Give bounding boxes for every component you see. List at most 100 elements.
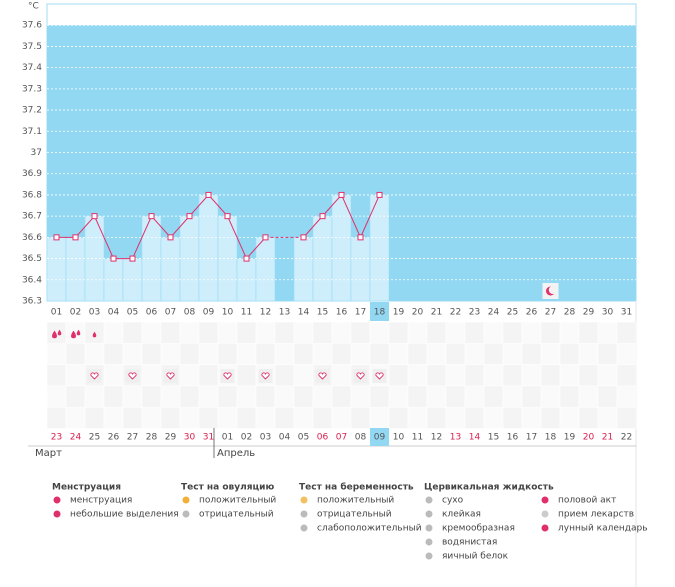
row-cell bbox=[369, 321, 390, 344]
row-cell bbox=[426, 406, 447, 429]
row-cell bbox=[236, 321, 257, 344]
date-label: 01 bbox=[222, 433, 233, 443]
row-cell bbox=[122, 385, 143, 408]
row-cell bbox=[312, 343, 333, 365]
row-cell bbox=[141, 321, 162, 344]
row-cell bbox=[464, 385, 485, 408]
row-cell bbox=[426, 364, 447, 387]
bar bbox=[160, 237, 181, 302]
legend-icon bbox=[425, 510, 433, 518]
legend-title: Цервикальная жидкость bbox=[424, 483, 554, 493]
date-label: 02 bbox=[241, 433, 252, 443]
date-label: 25 bbox=[89, 433, 100, 443]
row-cell bbox=[388, 321, 409, 344]
y-tick-label: 37.2 bbox=[22, 106, 42, 116]
row-cell bbox=[540, 385, 561, 408]
row-cell bbox=[597, 364, 618, 387]
x-tick-label: 04 bbox=[108, 308, 120, 318]
row-cell bbox=[616, 343, 637, 365]
intercourse-icon bbox=[356, 372, 365, 380]
row-cell bbox=[65, 321, 86, 344]
row-cell bbox=[46, 406, 67, 429]
legend-item: небольшие выделения bbox=[70, 510, 179, 520]
date-label: 18 bbox=[545, 433, 557, 443]
date-label: 22 bbox=[621, 433, 632, 443]
x-tick-label: 13 bbox=[279, 308, 290, 318]
row-cell bbox=[160, 406, 181, 429]
y-tick-label: 36.6 bbox=[22, 233, 42, 243]
date-label: 27 bbox=[127, 433, 138, 443]
row-cell bbox=[483, 343, 504, 365]
date-label: 21 bbox=[602, 433, 613, 443]
date-label: 30 bbox=[184, 433, 196, 443]
row-cell bbox=[198, 364, 219, 387]
row-cell bbox=[464, 364, 485, 387]
legend-item: кремообразная bbox=[442, 524, 515, 534]
legend-icon bbox=[541, 496, 549, 504]
row-cell bbox=[179, 385, 200, 408]
row-cell bbox=[274, 364, 295, 387]
x-tick-label: 30 bbox=[602, 308, 614, 318]
row-cell bbox=[293, 364, 314, 387]
legend-title: Тест на беременность bbox=[299, 482, 414, 493]
menstruation-icon bbox=[76, 329, 81, 336]
row-cell bbox=[559, 385, 580, 408]
row-cell bbox=[236, 343, 257, 365]
row-cell bbox=[426, 385, 447, 408]
row-cell bbox=[350, 343, 371, 365]
today-box bbox=[370, 302, 389, 321]
today-box bbox=[370, 428, 389, 446]
legend-icon bbox=[300, 510, 308, 518]
row-cell bbox=[483, 385, 504, 408]
point bbox=[91, 213, 98, 220]
row-cell bbox=[217, 385, 238, 408]
x-tick-label: 18 bbox=[374, 308, 386, 318]
bar bbox=[198, 194, 219, 302]
point bbox=[262, 234, 269, 241]
point bbox=[243, 255, 250, 262]
point bbox=[167, 234, 174, 241]
row-cell bbox=[179, 321, 200, 344]
bar bbox=[293, 237, 314, 302]
x-tick-label: 10 bbox=[222, 308, 234, 318]
x-tick-label: 26 bbox=[526, 308, 538, 318]
row-cell bbox=[255, 343, 276, 365]
menstruation-icon bbox=[57, 329, 62, 336]
row-cell bbox=[369, 385, 390, 408]
row-cell bbox=[293, 343, 314, 365]
date-label: 12 bbox=[431, 433, 442, 443]
row-cell bbox=[255, 321, 276, 344]
row-cell bbox=[426, 321, 447, 344]
row-cell bbox=[274, 385, 295, 408]
row-cell bbox=[559, 364, 580, 387]
row-cell bbox=[46, 343, 67, 365]
legend-item: слабоположительный bbox=[317, 524, 422, 534]
row-cell bbox=[597, 343, 618, 365]
row-cell bbox=[312, 406, 333, 429]
legend-icon bbox=[425, 496, 433, 504]
row-cell bbox=[103, 406, 124, 429]
date-label: 28 bbox=[146, 433, 158, 443]
row-cell bbox=[160, 321, 181, 344]
row-cell bbox=[559, 321, 580, 344]
legend-icon bbox=[425, 524, 433, 532]
row-cell bbox=[597, 321, 618, 344]
row-cell bbox=[464, 321, 485, 344]
legend-item: половой акт bbox=[558, 496, 616, 506]
row-cell bbox=[255, 385, 276, 408]
bar bbox=[65, 237, 86, 302]
menstruation-icon bbox=[52, 330, 57, 339]
row-cell bbox=[331, 385, 352, 408]
row-cell bbox=[103, 364, 124, 387]
row-cell bbox=[331, 364, 352, 387]
row-cell bbox=[502, 364, 523, 387]
row-cell bbox=[483, 364, 504, 387]
row-cell bbox=[502, 385, 523, 408]
date-label: 23 bbox=[51, 433, 62, 443]
row-cell bbox=[616, 385, 637, 408]
point bbox=[224, 213, 231, 220]
date-label: 24 bbox=[70, 433, 82, 443]
row-cell bbox=[502, 343, 523, 365]
row-cell bbox=[217, 406, 238, 429]
